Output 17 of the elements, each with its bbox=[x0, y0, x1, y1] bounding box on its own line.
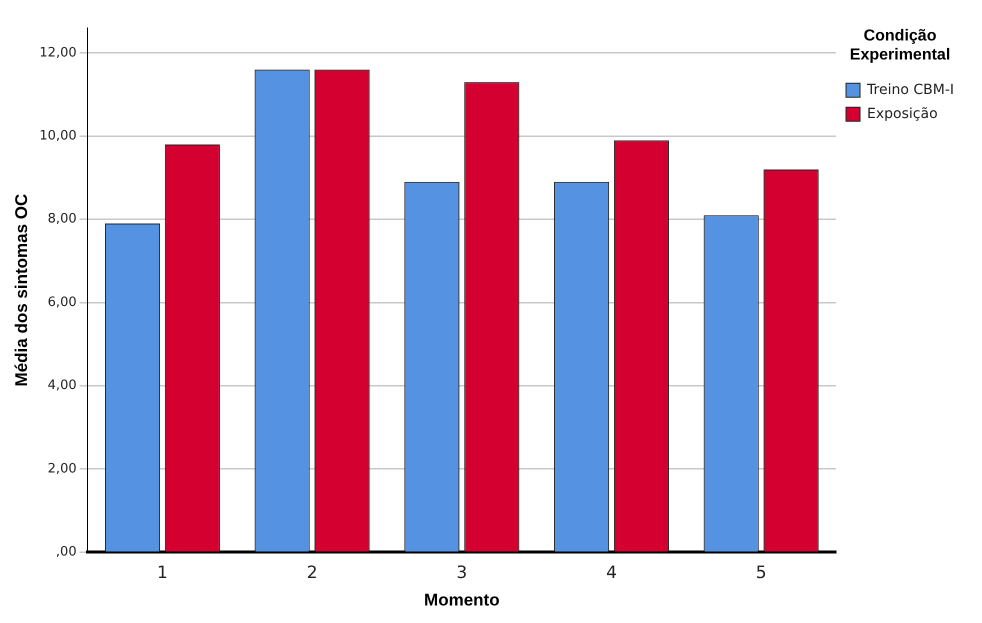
y-tick-label: 6,00 bbox=[48, 294, 77, 310]
y-tick-label: 10,00 bbox=[39, 128, 77, 144]
x-tick-label: 3 bbox=[456, 562, 468, 583]
x-tick-label: 5 bbox=[756, 562, 767, 583]
x-axis-title: Momento bbox=[424, 590, 500, 610]
x-tick-label: 1 bbox=[157, 562, 168, 583]
y-tick-label: 2,00 bbox=[48, 461, 77, 476]
legend-title: Condição Experimental bbox=[850, 27, 950, 64]
y-tick-label: 4,00 bbox=[48, 378, 77, 394]
x-tick-label: 4 bbox=[606, 562, 617, 583]
x-tick-label: 2 bbox=[306, 562, 318, 583]
y-axis-title: Média dos sintomas OC bbox=[12, 194, 31, 386]
legend-label: Exposição bbox=[867, 106, 938, 122]
y-tick-label: ,00 bbox=[56, 544, 77, 560]
y-tick-label: 8,00 bbox=[48, 212, 77, 227]
legend-label: Treino CBM-I bbox=[866, 82, 954, 98]
y-tick-label: 12,00 bbox=[39, 45, 77, 60]
